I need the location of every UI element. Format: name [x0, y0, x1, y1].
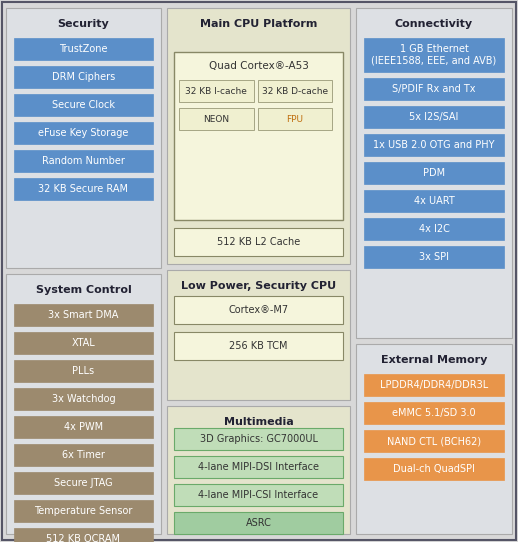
Text: Secure Clock: Secure Clock	[52, 100, 115, 110]
Bar	[14, 500, 153, 522]
Text: Secure JTAG: Secure JTAG	[54, 478, 113, 488]
Bar	[167, 8, 350, 264]
Bar	[174, 456, 343, 478]
Text: 4x PWM: 4x PWM	[64, 422, 103, 432]
Text: Random Number: Random Number	[42, 156, 125, 166]
Text: 32 KB D-cache: 32 KB D-cache	[262, 87, 328, 95]
Bar	[14, 304, 153, 326]
Text: 256 KB TCM: 256 KB TCM	[229, 341, 288, 351]
Text: 512 KB L2 Cache: 512 KB L2 Cache	[217, 237, 300, 247]
Bar	[174, 52, 343, 220]
Bar	[14, 66, 153, 88]
Bar	[6, 274, 161, 534]
Bar	[14, 94, 153, 116]
Bar	[364, 162, 504, 184]
Bar	[174, 484, 343, 506]
Bar	[364, 78, 504, 100]
Text: 3x Smart DMA: 3x Smart DMA	[48, 310, 119, 320]
Text: XTAL: XTAL	[71, 338, 95, 348]
Bar	[14, 416, 153, 438]
Text: FPU: FPU	[286, 114, 303, 124]
Text: 3x Watchdog: 3x Watchdog	[52, 394, 116, 404]
Text: 4x I2C: 4x I2C	[419, 224, 450, 234]
Text: TrustZone: TrustZone	[59, 44, 108, 54]
Text: 32 KB I-cache: 32 KB I-cache	[185, 87, 247, 95]
Text: 3x SPI: 3x SPI	[419, 252, 449, 262]
Text: NEON: NEON	[203, 114, 229, 124]
Bar	[257, 80, 332, 102]
Text: ASRC: ASRC	[246, 518, 271, 528]
Text: 1 GB Ethernet
(IEEE1588, EEE, and AVB): 1 GB Ethernet (IEEE1588, EEE, and AVB)	[371, 44, 497, 66]
Bar	[174, 332, 343, 360]
Text: Connectivity: Connectivity	[395, 19, 473, 29]
Bar	[364, 246, 504, 268]
Text: eFuse Key Storage: eFuse Key Storage	[38, 128, 128, 138]
Bar	[356, 8, 512, 338]
Text: Low Power, Security CPU: Low Power, Security CPU	[181, 281, 336, 291]
Text: Dual-ch QuadSPI: Dual-ch QuadSPI	[393, 464, 475, 474]
Text: Main CPU Platform: Main CPU Platform	[200, 19, 317, 29]
Bar	[364, 458, 504, 480]
Text: PLLs: PLLs	[73, 366, 95, 376]
Bar	[364, 374, 504, 396]
Text: 1x USB 2.0 OTG and PHY: 1x USB 2.0 OTG and PHY	[373, 140, 495, 150]
Text: 32 KB Secure RAM: 32 KB Secure RAM	[38, 184, 128, 194]
Text: 512 KB OCRAM: 512 KB OCRAM	[47, 534, 121, 542]
Text: 4x UART: 4x UART	[414, 196, 454, 206]
Bar	[174, 512, 343, 534]
Text: 6x Timer: 6x Timer	[62, 450, 105, 460]
Text: Quad Cortex®-A53: Quad Cortex®-A53	[209, 61, 308, 71]
Bar	[14, 178, 153, 200]
Bar	[167, 270, 350, 400]
Text: PDM: PDM	[423, 168, 445, 178]
Text: 5x I2S/SAI: 5x I2S/SAI	[409, 112, 458, 122]
Text: Temperature Sensor: Temperature Sensor	[34, 506, 133, 516]
Bar	[14, 122, 153, 144]
Bar	[14, 388, 153, 410]
Bar	[257, 108, 332, 130]
Bar	[364, 106, 504, 128]
Bar	[364, 190, 504, 212]
Bar	[174, 296, 343, 324]
Bar	[14, 150, 153, 172]
Bar	[179, 80, 253, 102]
Text: External Memory: External Memory	[381, 355, 487, 365]
Bar	[6, 8, 161, 268]
Text: Security: Security	[57, 19, 109, 29]
Bar	[179, 108, 253, 130]
Text: S/PDIF Rx and Tx: S/PDIF Rx and Tx	[392, 84, 476, 94]
Text: 3D Graphics: GC7000UL: 3D Graphics: GC7000UL	[199, 434, 318, 444]
Bar	[364, 134, 504, 156]
Text: LPDDR4/DDR4/DDR3L: LPDDR4/DDR4/DDR3L	[380, 380, 488, 390]
Text: System Control: System Control	[36, 285, 132, 295]
Bar	[14, 38, 153, 60]
Bar	[356, 344, 512, 534]
Bar	[174, 428, 343, 450]
Bar	[14, 528, 153, 542]
Bar	[14, 444, 153, 466]
Text: NAND CTL (BCH62): NAND CTL (BCH62)	[387, 436, 481, 446]
Text: eMMC 5.1/SD 3.0: eMMC 5.1/SD 3.0	[392, 408, 476, 418]
Bar	[167, 406, 350, 534]
Bar	[364, 402, 504, 424]
Text: Multimedia: Multimedia	[224, 417, 293, 427]
Text: Cortex®-M7: Cortex®-M7	[228, 305, 289, 315]
Bar	[14, 472, 153, 494]
Bar	[14, 332, 153, 354]
Bar	[14, 360, 153, 382]
Bar	[174, 228, 343, 256]
Bar	[364, 218, 504, 240]
Text: DRM Ciphers: DRM Ciphers	[52, 72, 115, 82]
Bar	[364, 430, 504, 452]
Text: 4-lane MIPI-CSI Interface: 4-lane MIPI-CSI Interface	[198, 490, 319, 500]
Text: 4-lane MIPI-DSI Interface: 4-lane MIPI-DSI Interface	[198, 462, 319, 472]
Bar	[364, 38, 504, 72]
